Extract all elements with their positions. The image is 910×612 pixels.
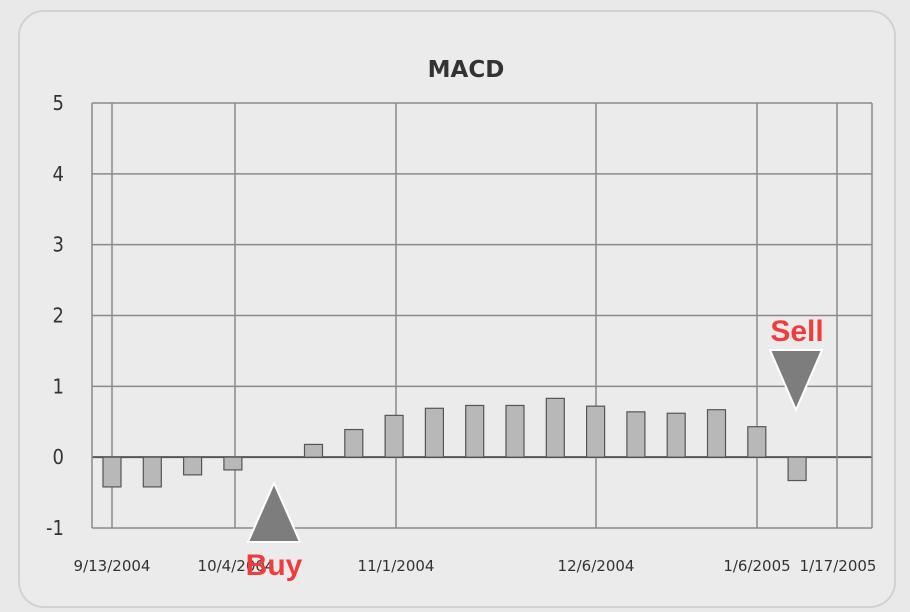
chart-card: [18, 10, 896, 608]
x-tick-label: 10/4/2004: [198, 557, 275, 575]
macd-bar: [303, 443, 324, 458]
macd-bar: [142, 456, 162, 488]
x-tick-label: 1/6/2005: [723, 557, 790, 575]
macd-bar: [465, 404, 485, 458]
macd-bar: [505, 404, 525, 458]
y-tick-label: 5: [53, 91, 64, 115]
macd-bar: [706, 409, 727, 458]
macd-bar: [344, 428, 364, 458]
macd-bar: [384, 414, 404, 458]
y-tick-label: 4: [53, 162, 64, 186]
y-tick-label: 0: [53, 445, 64, 469]
x-tick-label: 1/17/2005: [800, 557, 877, 575]
sell-label: Sell: [770, 315, 823, 348]
grid: [91, 102, 873, 529]
x-tick-label: 11/1/2004: [358, 557, 435, 575]
x-tick-label: 9/13/2004: [74, 557, 151, 575]
macd-bar: [102, 456, 122, 488]
y-tick-label: -1: [46, 516, 64, 540]
y-tick-label: 1: [53, 374, 64, 398]
buy-triangle-icon: [246, 480, 302, 543]
signal-annotations: Buy Sell: [246, 315, 824, 582]
macd-bar: [424, 407, 444, 458]
macd-bar: [183, 456, 203, 476]
macd-bar: [747, 426, 767, 458]
y-tick-label: 3: [53, 233, 64, 257]
bars: [102, 397, 807, 488]
macd-bar: [545, 397, 565, 458]
macd-bar: [666, 412, 686, 458]
y-tick-label: 2: [53, 304, 64, 328]
x-tick-labels: 9/13/2004 10/4/2004 11/1/2004 12/6/2004 1/6/…: [74, 557, 877, 575]
macd-bar: [585, 405, 606, 458]
macd-bar: [223, 456, 243, 471]
macd-bar: [787, 456, 807, 482]
chart-title: MACD: [428, 57, 505, 83]
macd-bar: [626, 411, 646, 458]
x-tick-label: 12/6/2004: [558, 557, 635, 575]
sell-triangle-icon: [768, 349, 824, 413]
y-tick-labels: -1 0 1 2 3 4 5: [46, 91, 64, 540]
buy-label: Buy: [246, 549, 303, 582]
